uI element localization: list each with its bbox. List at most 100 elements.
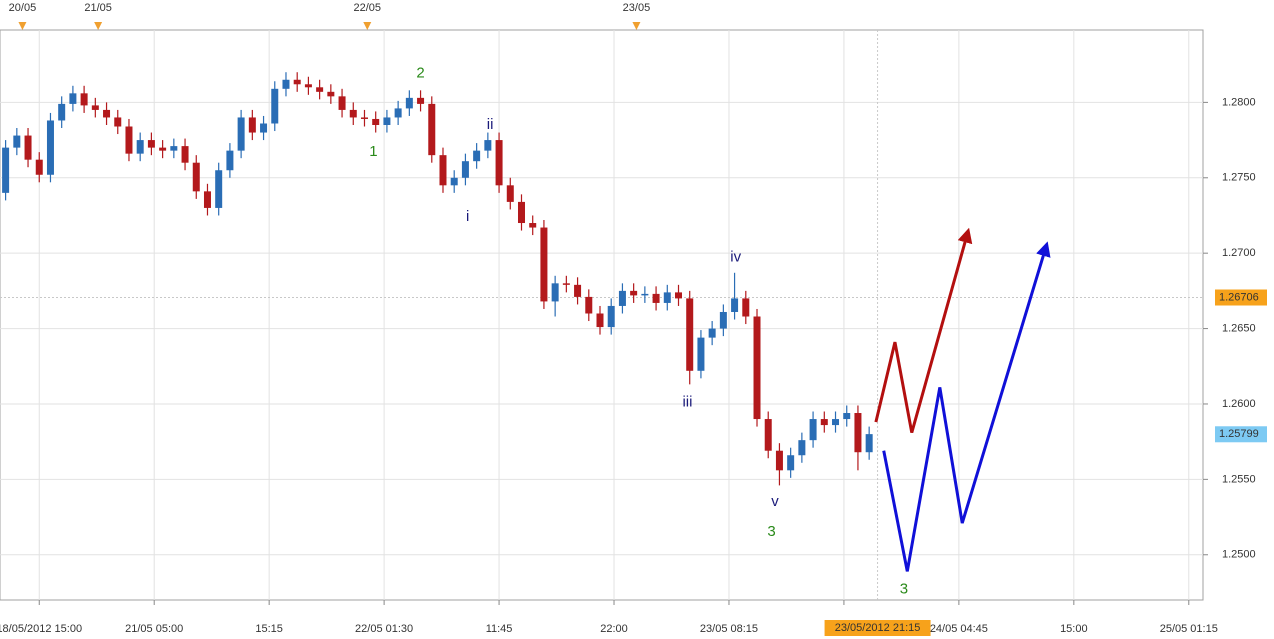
x-tick-label: 21/05 05:00 (125, 623, 183, 635)
candle-body (641, 293, 649, 296)
y-tick-label: 1.2600 (1222, 398, 1256, 410)
candle-body (473, 150, 481, 162)
candle-body (630, 290, 638, 296)
candle-body (349, 109, 357, 118)
candle-body (405, 97, 413, 109)
candle-body (147, 140, 155, 148)
candle-body (719, 311, 727, 329)
candle-body (304, 84, 312, 88)
candle-body (383, 117, 391, 125)
candle-body (439, 155, 447, 186)
time-tag-label: 23/05/2012 21:15 (835, 622, 921, 634)
day-label: 21/05 (84, 2, 112, 14)
day-marker (18, 22, 27, 30)
day-label: 23/05 (623, 2, 651, 14)
wave-label: 2 (416, 65, 424, 82)
wave-label: iii (682, 393, 692, 410)
y-tick-label: 1.2700 (1222, 247, 1256, 259)
x-tick-label: 11:45 (486, 623, 513, 635)
candle-body (484, 140, 492, 151)
y-tick-label: 1.2550 (1222, 473, 1256, 485)
candle-body (394, 108, 402, 118)
candle-body (798, 440, 806, 456)
wave-label: v (771, 493, 779, 510)
wave-label: ii (487, 116, 494, 133)
candle-body (517, 201, 525, 224)
candle-body (226, 150, 234, 171)
candle-body (125, 126, 133, 154)
candle-body (170, 146, 178, 151)
candle-body (293, 79, 301, 85)
x-tick-label: 15:00 (1060, 623, 1088, 635)
wave-label: i (466, 208, 469, 225)
candle-body (495, 140, 503, 186)
candle-body (271, 88, 279, 124)
candle-body (753, 316, 761, 420)
candle-body (58, 103, 66, 121)
candle-body (697, 337, 705, 371)
price-tag (1215, 426, 1267, 443)
candle-body (80, 93, 88, 106)
day-marker (632, 22, 641, 30)
candle-body (551, 283, 559, 302)
candle-body (46, 120, 54, 175)
candle-body (618, 290, 626, 306)
wave-label: iv (730, 249, 741, 266)
y-tick-label: 1.2750 (1222, 172, 1256, 184)
wave-label: 1 (369, 143, 377, 160)
candle-body (91, 105, 99, 110)
candle-body (809, 419, 817, 441)
y-tick-label: 1.2650 (1222, 322, 1256, 334)
candle-body (2, 147, 10, 193)
candle-body (832, 419, 840, 426)
day-label: 22/05 (354, 2, 382, 14)
price-tag (1215, 289, 1267, 306)
time-tag (824, 620, 931, 636)
candle-body (13, 135, 21, 148)
x-tick-label: 24/05 04:45 (930, 623, 988, 635)
x-tick-label: 23/05 08:15 (700, 623, 758, 635)
candle-body (652, 293, 660, 303)
day-marker (363, 22, 372, 30)
x-tick-label: 22:00 (600, 623, 628, 635)
candle-body (450, 177, 458, 186)
candle-body (843, 413, 851, 420)
candle-body (596, 313, 604, 328)
candle-body (607, 305, 615, 328)
candle-body (327, 91, 335, 97)
candle-body (360, 117, 368, 119)
candle-body (24, 135, 32, 160)
wave-label: 3 (767, 523, 775, 540)
candle-body (585, 296, 593, 314)
y-tick-label: 1.2800 (1222, 96, 1256, 108)
candle-body (428, 103, 436, 156)
x-tick-label: 25/05 01:15 (1160, 623, 1218, 635)
candle-body (248, 117, 256, 133)
candle-body (865, 434, 873, 453)
wave-label: 3 (900, 580, 908, 597)
candle-body (192, 162, 200, 192)
candle-body (529, 223, 537, 228)
price-tag-label: 1.25799 (1219, 428, 1259, 440)
candle-body (282, 79, 290, 89)
candle-body (203, 191, 211, 208)
projection-line (882, 241, 1051, 572)
candle-body (742, 298, 750, 317)
day-marker (94, 22, 103, 30)
candle-body (506, 185, 514, 202)
candle-body (338, 96, 346, 110)
x-tick-label: 22/05 01:30 (355, 623, 413, 635)
candle-body (237, 117, 245, 151)
candle-body (35, 159, 43, 175)
candle-body (820, 419, 828, 426)
candle-body (708, 328, 716, 338)
projection-line (874, 227, 973, 434)
candle-body (417, 97, 425, 104)
candle-body (787, 455, 795, 471)
price-tag-label: 1.26706 (1219, 291, 1259, 303)
candle-body (461, 161, 469, 178)
candle-body (675, 292, 683, 299)
x-tick-label: 18/05/2012 15:00 (0, 623, 82, 635)
candle-body (181, 146, 189, 163)
